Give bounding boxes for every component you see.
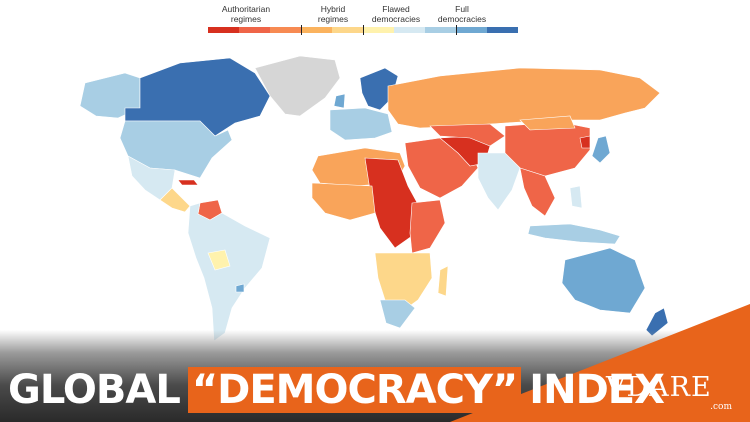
legend-swatch [425, 27, 456, 33]
region-indonesia [527, 223, 621, 245]
legend-divider [363, 25, 364, 35]
region-russia [387, 67, 661, 129]
region-southeast-asia [519, 167, 556, 217]
legend-swatch [332, 27, 363, 33]
region-philippines [569, 185, 583, 209]
region-australia [561, 247, 646, 314]
region-canada [124, 57, 271, 137]
legend-swatch [394, 27, 425, 33]
page-title: GLOBAL “DEMOCRACY” INDEX [8, 366, 665, 414]
legend-divider [456, 25, 457, 35]
brand-name: VDARE [606, 372, 712, 403]
world-map [0, 38, 750, 348]
title-word-index: INDEX [529, 367, 665, 413]
legend-label-full: Full democracies [437, 4, 487, 24]
legend-swatch [239, 27, 270, 33]
region-central-asia [429, 123, 506, 147]
region-mongolia [519, 115, 576, 131]
region-madagascar [437, 265, 449, 297]
title-highlight-democracy: “DEMOCRACY” [187, 367, 522, 413]
region-southern-africa [374, 252, 433, 314]
region-south-america [187, 202, 271, 342]
legend-label-authoritarian: Authoritarian regimes [221, 4, 271, 24]
brand-logo[interactable]: VDARE .com [606, 372, 746, 412]
region-uk [333, 93, 346, 109]
region-new-zealand [645, 307, 669, 337]
region-western-europe [329, 107, 393, 141]
legend-swatch [456, 27, 487, 33]
brand-accent-shape [450, 304, 750, 422]
legend-label-flawed: Flawed democracies [371, 4, 421, 24]
legend-swatch [301, 27, 332, 33]
region-greenland [254, 55, 341, 117]
legend-swatch [208, 27, 239, 33]
legend-swatch [270, 27, 301, 33]
map-legend: Authoritarian regimes Hybrid regimes Fla… [208, 4, 518, 36]
region-west-africa [311, 182, 376, 221]
legend-label-hybrid: Hybrid regimes [317, 4, 349, 24]
title-word-global: GLOBAL [8, 367, 181, 413]
region-india [477, 152, 521, 211]
region-east-africa [409, 199, 446, 254]
world-map-svg [79, 55, 669, 342]
region-north-korea [579, 135, 591, 149]
legend-divider [301, 25, 302, 35]
region-bolivia [207, 249, 231, 271]
region-south-africa [379, 299, 416, 329]
legend-color-scale [208, 27, 518, 33]
legend-swatch [487, 27, 518, 33]
region-japan [591, 135, 611, 164]
brand-domain: .com [710, 402, 732, 412]
legend-swatch [363, 27, 394, 33]
region-usa [119, 120, 233, 179]
region-uruguay [235, 283, 245, 293]
region-cuba [177, 179, 199, 186]
